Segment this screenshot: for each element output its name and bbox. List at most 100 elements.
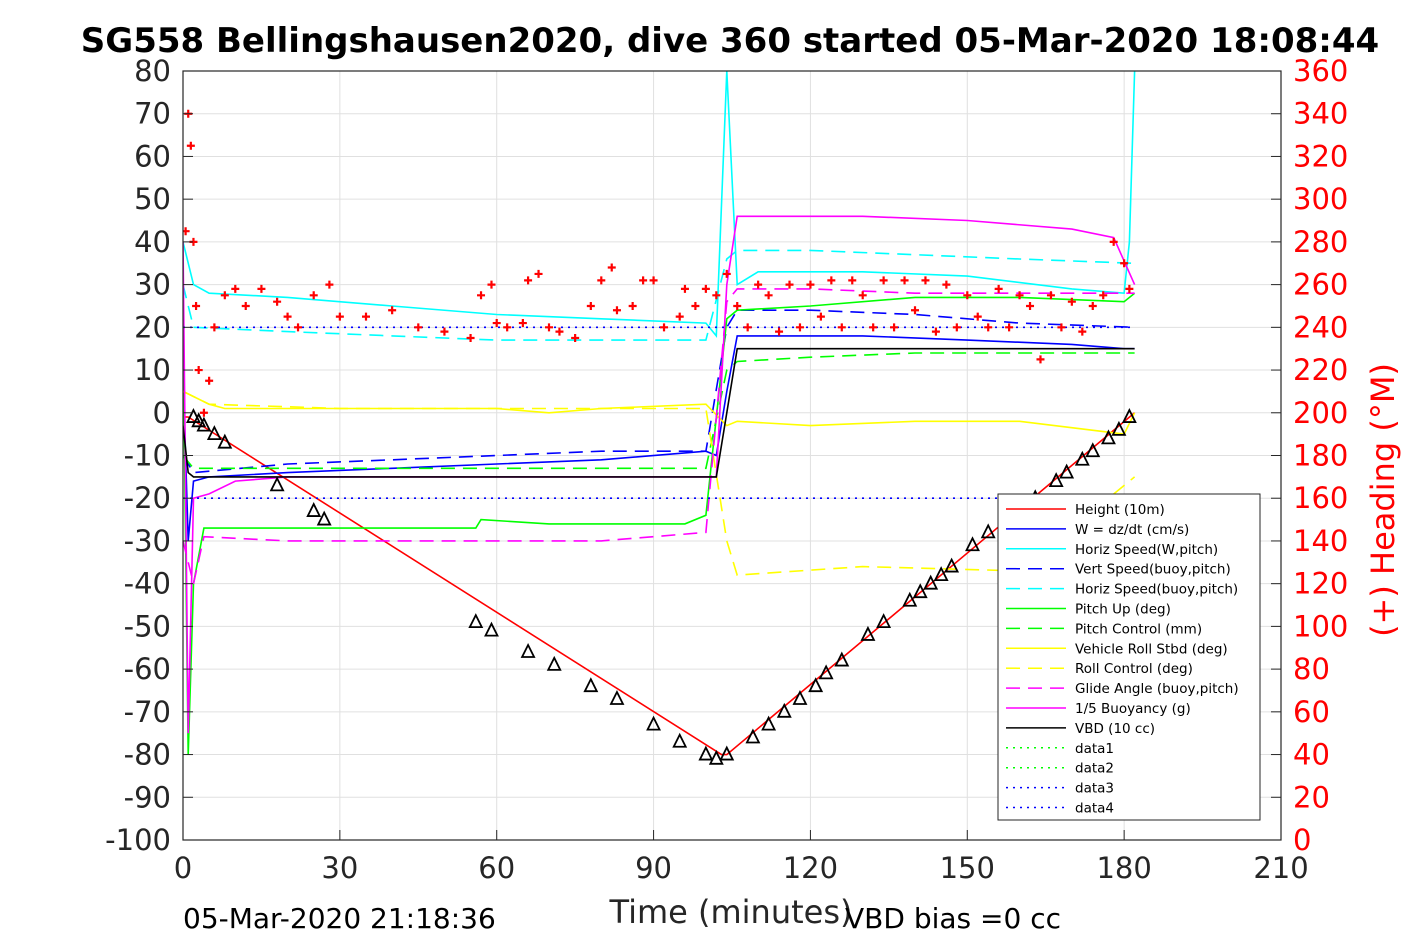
- series-pitch-up-deg: [183, 292, 1136, 755]
- legend-entry: Pitch Control (mm): [1075, 621, 1202, 637]
- vbd-marker: [520, 643, 536, 658]
- vbd-marker: [776, 702, 792, 718]
- heading-point: [231, 284, 240, 293]
- vbd-marker: [876, 613, 892, 629]
- x-tick-label: 0: [174, 851, 192, 885]
- vbd-marker: [484, 621, 499, 637]
- series-1-5-buoyancy-g: [183, 215, 1136, 734]
- legend: Height (10m) W = dz/dt (cm/s) Horiz Speed(…: [997, 493, 1261, 821]
- legend-entry: Roll Control (deg): [1075, 661, 1193, 677]
- heading-point: [680, 284, 689, 293]
- vbd-marker: [1074, 450, 1090, 466]
- heading-point: [1099, 291, 1108, 300]
- x-tick-label: 30: [321, 851, 358, 885]
- heading-point: [858, 291, 867, 300]
- vbd-marker: [1101, 429, 1116, 445]
- right-tick-label: 280: [1293, 225, 1348, 259]
- heading-point: [1026, 301, 1035, 310]
- x-axis-ticks: 0 30 60 90 120 150 180 210: [174, 830, 1309, 885]
- vbd-marker: [944, 557, 960, 573]
- heading-point: [220, 291, 229, 300]
- vbd-marker: [965, 536, 980, 552]
- heading-point: [205, 376, 214, 385]
- legend-entry: data2: [1075, 761, 1114, 777]
- y-tick-label: 80: [134, 54, 171, 88]
- right-tick-label: 260: [1293, 268, 1348, 302]
- legend-entry: W = dz/dt (cm/s): [1075, 522, 1189, 538]
- heading-point: [869, 323, 878, 332]
- vbd-marker: [206, 425, 222, 441]
- heading-point: [607, 263, 616, 272]
- x-axis-label: Time (minutes): [609, 893, 853, 931]
- heading-point: [639, 276, 648, 285]
- right-tick-label: 20: [1293, 780, 1330, 814]
- heading-point: [1046, 291, 1055, 300]
- heading-point: [754, 280, 763, 289]
- heading-point: [994, 284, 1003, 293]
- heading-point: [283, 312, 292, 321]
- series-pitch-control-mm: [183, 352, 1135, 470]
- heading-point: [931, 327, 940, 336]
- heading-point: [900, 276, 909, 285]
- y-tick-label: 10: [134, 353, 171, 387]
- heading-point: [183, 227, 190, 236]
- right-tick-label: 360: [1293, 54, 1348, 88]
- legend-entry: VBD (10 cc): [1075, 721, 1155, 737]
- y-tick-label: -30: [124, 524, 171, 558]
- y-tick-label: 70: [134, 97, 171, 131]
- heading-point: [1057, 323, 1066, 332]
- vbd-marker: [196, 416, 212, 432]
- heading-point: [952, 323, 961, 332]
- heading-point: [477, 291, 486, 300]
- vbd-marker: [609, 690, 625, 705]
- heading-point: [775, 327, 784, 336]
- vbd-marker: [1048, 472, 1064, 488]
- vbd-marker: [933, 566, 949, 582]
- x-tick-label: 210: [1253, 851, 1308, 885]
- y-tick-label: 0: [153, 396, 171, 430]
- legend-entry: data3: [1075, 781, 1114, 797]
- right-tick-label: 40: [1293, 738, 1330, 772]
- legend-entry: Vehicle Roll Stbd (deg): [1075, 641, 1228, 657]
- y-tick-label: -70: [124, 695, 171, 729]
- heading-point: [1036, 355, 1045, 364]
- heading-point: [518, 319, 527, 328]
- heading-point: [691, 301, 700, 310]
- heading-point: [911, 306, 919, 315]
- vbd-marker: [1111, 420, 1127, 436]
- footer-vbd-bias: VBD bias =0 cc: [845, 902, 1061, 935]
- heading-point: [388, 306, 397, 315]
- y-axis-ticks: -100-90-80-70-60-50-40-30-20-10010203040…: [105, 54, 193, 857]
- series-vbd-10-cc: [183, 347, 1135, 478]
- heading-point: [733, 301, 742, 310]
- heading-point: [963, 291, 972, 300]
- heading-point: [487, 280, 496, 289]
- x-tick-label: 60: [478, 851, 515, 885]
- y-tick-label: -80: [124, 738, 171, 772]
- y-tick-label: -60: [124, 652, 171, 686]
- series-w-dz-dt-cm-s: [183, 335, 1135, 541]
- heading-point: [597, 276, 606, 285]
- right-tick-label: 60: [1293, 695, 1330, 729]
- heading-point: [1120, 259, 1129, 268]
- right-tick-label: 240: [1293, 310, 1348, 344]
- legend-entry: Glide Angle (buoy,pitch): [1075, 681, 1239, 697]
- series-roll-control-deg: [183, 390, 1136, 576]
- heading-point: [194, 366, 203, 375]
- vbd-marker: [834, 651, 850, 667]
- heading-point: [186, 141, 195, 150]
- heading-point: [675, 312, 684, 321]
- vbd-marker: [761, 715, 777, 731]
- heading-point: [466, 334, 475, 343]
- heading-point: [309, 291, 318, 300]
- vbd-marker: [269, 476, 285, 492]
- y-tick-label: 50: [134, 182, 171, 216]
- series-vert-speed-buoy-pitch: [183, 309, 1135, 474]
- heading-point: [984, 323, 993, 332]
- vbd-marker: [902, 591, 918, 607]
- heading-point: [879, 276, 888, 285]
- heading-point: [273, 297, 282, 306]
- right-tick-label: 0: [1293, 823, 1311, 857]
- legend-entry: Vert Speed(buoy,pitch): [1075, 562, 1231, 578]
